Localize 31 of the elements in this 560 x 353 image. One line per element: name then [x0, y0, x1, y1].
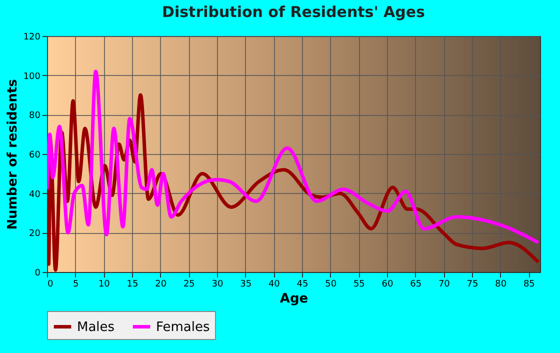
x-tick-label: 85	[523, 280, 535, 290]
x-tick-label: 35	[240, 280, 252, 290]
x-tick-label: 15	[126, 280, 138, 290]
y-tick-label: 120	[23, 32, 41, 42]
y-tick-label: 100	[23, 72, 41, 82]
legend-label: Males	[77, 320, 115, 335]
x-tick-label: 5	[72, 280, 79, 290]
y-tick-label: 80	[29, 111, 41, 122]
line-series	[47, 70, 540, 244]
x-tick-label: 45	[296, 280, 308, 290]
y-axis-title: Number of residents	[5, 78, 20, 230]
x-tick-label: 75	[466, 280, 478, 290]
legend-label: Females	[156, 320, 210, 335]
y-tick-label: 40	[29, 190, 41, 200]
x-tick-label: 70	[438, 280, 450, 290]
y-tick-label: 20	[29, 229, 41, 240]
x-axis-title: Age	[280, 292, 308, 306]
x-tick-label: 20	[155, 280, 167, 290]
x-tick-label: 60	[382, 280, 394, 290]
x-tick-label: 40	[268, 280, 280, 290]
y-tick-label: 60	[29, 150, 41, 160]
chart-title: Distribution of Residents' Ages	[162, 3, 426, 21]
x-tick-label: 65	[410, 280, 422, 290]
x-tick-label: 0	[48, 280, 54, 290]
x-tick-label: 10	[98, 280, 110, 290]
x-tick-label: 25	[183, 280, 195, 290]
x-tick-label: 30	[212, 280, 224, 290]
x-tick-label: 55	[353, 280, 365, 290]
y-tick-label: 0	[34, 268, 41, 278]
x-tick-label: 80	[495, 280, 507, 290]
x-tick-label: 50	[325, 280, 337, 290]
